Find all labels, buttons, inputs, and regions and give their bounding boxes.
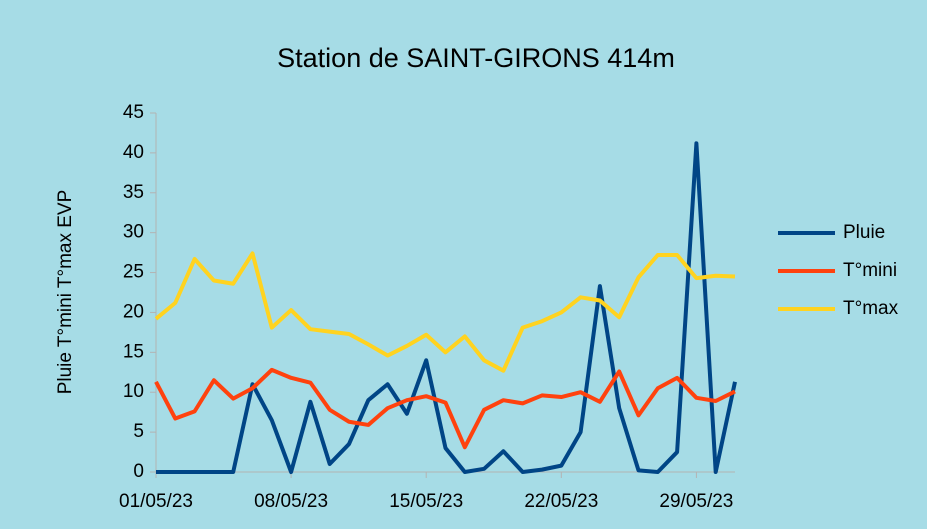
x-tick-label: 29/05/23 bbox=[659, 491, 733, 512]
y-tick-label: 5 bbox=[133, 421, 144, 442]
series-line bbox=[154, 367, 736, 450]
y-tick-label: 15 bbox=[123, 341, 144, 362]
x-tick-label: 22/05/23 bbox=[524, 491, 598, 512]
y-tick-label: 20 bbox=[123, 301, 144, 322]
x-tick-label: 15/05/23 bbox=[389, 491, 463, 512]
x-tick-label: 01/05/23 bbox=[119, 491, 193, 512]
chart-title: Station de SAINT-GIRONS 414m bbox=[277, 43, 675, 73]
y-tick-label: 0 bbox=[133, 461, 144, 482]
legend-label: Pluie bbox=[843, 222, 885, 243]
legend-label: T°mini bbox=[843, 260, 897, 281]
y-tick-label: 30 bbox=[123, 222, 144, 243]
legend-label: T°max bbox=[843, 298, 899, 319]
y-tick-label: 45 bbox=[123, 102, 144, 123]
y-axis-label: Pluie T°mini T°max EVP bbox=[55, 190, 76, 395]
y-tick-label: 35 bbox=[123, 182, 144, 203]
y-tick-label: 40 bbox=[123, 142, 144, 163]
y-tick-label: 25 bbox=[123, 262, 144, 283]
y-tick-label: 10 bbox=[123, 381, 144, 402]
series-line bbox=[156, 141, 737, 474]
series-line bbox=[154, 251, 736, 373]
x-tick-label: 08/05/23 bbox=[254, 491, 328, 512]
